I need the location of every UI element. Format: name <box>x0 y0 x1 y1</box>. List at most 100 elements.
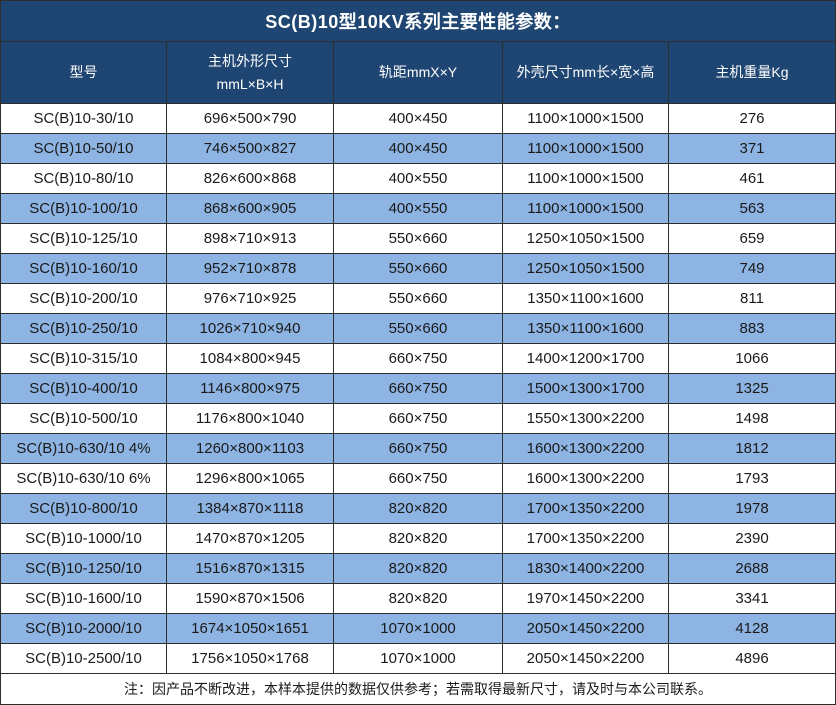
table-cell: SC(B)10-30/10 <box>1 104 167 133</box>
table-cell: 868×600×905 <box>167 194 334 223</box>
table-cell: 371 <box>739 140 765 157</box>
table-cell: 696×500×790 <box>167 104 334 133</box>
table-row: SC(B)10-50/10 746×500×827 400×450 1100×1000… <box>1 134 835 164</box>
column-header-line: mmL×B×H <box>216 75 284 92</box>
footnote-row: 注：因产品不断改进，本样本提供的数据仅供参考；若需取得最新尺寸，请及时与本公司联… <box>1 674 835 704</box>
table-row: SC(B)10-250/10 1026×710×940 550×660 1350×11… <box>1 314 835 344</box>
table-cell: 1100×1000×1500 <box>503 164 669 193</box>
table-cell: SC(B)10-200/10 <box>1 284 167 313</box>
table-cell: 400×450 <box>334 134 503 163</box>
table-cell: 660×750 <box>334 344 503 373</box>
table-cell: 1600×1300×2200 <box>503 434 669 463</box>
table-cell: 1066 <box>735 350 769 367</box>
table-cell: 1260×800×1103 <box>167 434 334 463</box>
table-cell: 826×600×868 <box>167 164 334 193</box>
table-cell: 400×550 <box>334 164 503 193</box>
table-cell: 4896 <box>735 650 769 667</box>
table-cell: 1700×1350×2200 <box>503 494 669 523</box>
table-cell: 2050×1450×2200 <box>503 644 669 673</box>
table-cell: 1146×800×975 <box>167 374 334 403</box>
column-header: 轨距mmX×Y <box>334 42 503 103</box>
table-cell: SC(B)10-630/10 4% <box>1 434 167 463</box>
table-cell: 1550×1300×2200 <box>503 404 669 433</box>
table-cell: 400×450 <box>334 104 503 133</box>
table-cell: 276 <box>739 110 765 127</box>
table-cell: 660×750 <box>334 404 503 433</box>
table-cell: SC(B)10-315/10 <box>1 344 167 373</box>
header-row: 型号 主机外形尺寸 mmL×B×H 轨距mmX×Y 外壳尺寸mm长×宽×高 主机重量Kg <box>1 42 835 104</box>
table-cell: 660×750 <box>334 434 503 463</box>
table-cell: 2050×1450×2200 <box>503 614 669 643</box>
table-cell: 660×750 <box>334 464 503 493</box>
table-row: SC(B)10-2500/10 1756×1050×1768 1070×1000 20… <box>1 644 835 674</box>
table-cell: 4128 <box>735 620 769 637</box>
table-cell: 1026×710×940 <box>167 314 334 343</box>
table-row: SC(B)10-100/10 868×600×905 400×550 1100×100… <box>1 194 835 224</box>
table-cell: 659 <box>739 230 765 247</box>
table-row: SC(B)10-1250/10 1516×870×1315 820×820 1830×… <box>1 554 835 584</box>
table-cell: 1674×1050×1651 <box>167 614 334 643</box>
table-cell: 898×710×913 <box>167 224 334 253</box>
column-header-line: 主机重量Kg <box>715 64 789 81</box>
table-row: SC(B)10-1000/10 1470×870×1205 820×820 1700×… <box>1 524 835 554</box>
table-cell: SC(B)10-80/10 <box>1 164 167 193</box>
table-cell: 1100×1000×1500 <box>503 194 669 223</box>
table-row: SC(B)10-125/10 898×710×913 550×660 1250×105… <box>1 224 835 254</box>
table-cell: 746×500×827 <box>167 134 334 163</box>
table-cell: 1250×1050×1500 <box>503 254 669 283</box>
table-cell: SC(B)10-1250/10 <box>1 554 167 583</box>
table-row: SC(B)10-315/10 1084×800×945 660×750 1400×12… <box>1 344 835 374</box>
table-cell: 1830×1400×2200 <box>503 554 669 583</box>
table-cell: 660×750 <box>334 374 503 403</box>
table-cell: 550×660 <box>334 224 503 253</box>
table-cell: 820×820 <box>334 524 503 553</box>
table-cell: 820×820 <box>334 494 503 523</box>
column-header-line: 型号 <box>69 64 98 81</box>
table-cell: 461 <box>739 170 765 187</box>
column-header: 主机重量Kg <box>669 42 835 103</box>
table-row: SC(B)10-630/10 4% 1260×800×1103 660×750 160… <box>1 434 835 464</box>
table-cell: 550×660 <box>334 284 503 313</box>
table-cell: SC(B)10-1600/10 <box>1 584 167 613</box>
table-row: SC(B)10-800/10 1384×870×1118 820×820 1700×1… <box>1 494 835 524</box>
table-body: SC(B)10-30/10 696×500×790 400×450 1100×1000… <box>1 104 835 674</box>
table-cell: SC(B)10-250/10 <box>1 314 167 343</box>
table-cell: 976×710×925 <box>167 284 334 313</box>
column-header: 型号 <box>1 42 167 103</box>
table-row: SC(B)10-500/10 1176×800×1040 660×750 1550×1… <box>1 404 835 434</box>
table-cell: 883 <box>739 320 765 337</box>
table-cell: 1756×1050×1768 <box>167 644 334 673</box>
table-cell: 1176×800×1040 <box>167 404 334 433</box>
table-cell: 1084×800×945 <box>167 344 334 373</box>
table-cell: 1700×1350×2200 <box>503 524 669 553</box>
table-cell: 1100×1000×1500 <box>503 104 669 133</box>
column-header-line: 外壳尺寸mm长×宽×高 <box>516 64 655 81</box>
table-cell: 1470×870×1205 <box>167 524 334 553</box>
table-cell: SC(B)10-160/10 <box>1 254 167 283</box>
table-cell: 820×820 <box>334 584 503 613</box>
table-cell: 1250×1050×1500 <box>503 224 669 253</box>
table-cell: 1500×1300×1700 <box>503 374 669 403</box>
table-cell: SC(B)10-1000/10 <box>1 524 167 553</box>
table-cell: 550×660 <box>334 314 503 343</box>
table-cell: 1350×1100×1600 <box>503 314 669 343</box>
column-header-line: 轨距mmX×Y <box>378 64 458 81</box>
table-cell: 811 <box>740 290 764 307</box>
column-header: 外壳尺寸mm长×宽×高 <box>503 42 669 103</box>
table-cell: 1970×1450×2200 <box>503 584 669 613</box>
table-cell: 1325 <box>735 380 769 397</box>
table-cell: 1498 <box>735 410 769 427</box>
table-cell: 1590×870×1506 <box>167 584 334 613</box>
table-cell: 749 <box>739 260 765 277</box>
table-cell: 1384×870×1118 <box>167 494 334 523</box>
table-cell: SC(B)10-2500/10 <box>1 644 167 673</box>
table-cell: SC(B)10-630/10 6% <box>1 464 167 493</box>
column-header-line: 主机外形尺寸 <box>208 53 292 70</box>
table-cell: 563 <box>739 200 765 217</box>
table-cell: SC(B)10-50/10 <box>1 134 167 163</box>
table-row: SC(B)10-630/10 6% 1296×800×1065 660×750 160… <box>1 464 835 494</box>
table-row: SC(B)10-160/10 952×710×878 550×660 1250×105… <box>1 254 835 284</box>
table-row: SC(B)10-2000/10 1674×1050×1651 1070×1000 20… <box>1 614 835 644</box>
table-cell: 550×660 <box>334 254 503 283</box>
table-cell: 1793 <box>735 470 769 487</box>
